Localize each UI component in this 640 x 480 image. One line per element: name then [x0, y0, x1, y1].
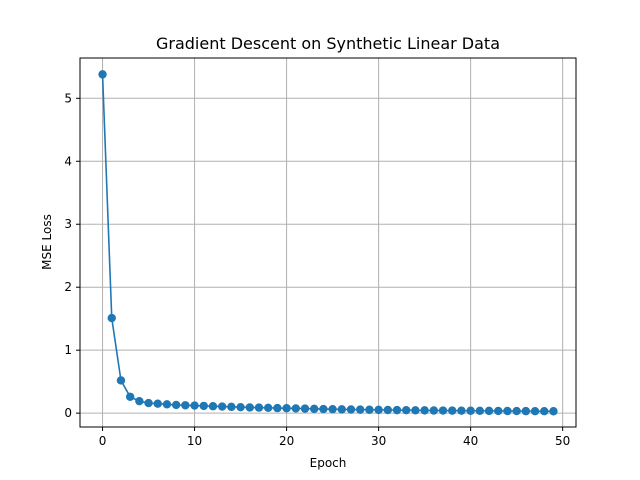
x-tick-label: 10	[187, 434, 202, 448]
data-point	[383, 405, 393, 415]
loss-line	[101, 74, 554, 413]
data-point	[125, 392, 135, 401]
data-point	[135, 396, 144, 406]
data-point	[466, 406, 475, 415]
y-tick-label: 2	[64, 280, 72, 294]
grid-lines	[80, 58, 576, 427]
data-point	[199, 401, 208, 411]
data-point	[429, 406, 439, 415]
data-point	[402, 405, 411, 415]
series-layer	[98, 70, 558, 416]
y-tick-label: 3	[64, 217, 72, 231]
y-tick-label: 5	[64, 91, 72, 105]
data-point	[521, 406, 531, 416]
data-point	[328, 404, 337, 414]
data-point	[420, 406, 429, 415]
data-point	[98, 70, 107, 79]
data-point	[494, 406, 503, 416]
data-point	[263, 403, 273, 412]
data-point	[171, 400, 181, 410]
data-point	[107, 313, 116, 323]
x-tick-label: 0	[99, 434, 107, 448]
x-axis-label: Epoch	[310, 456, 347, 470]
data-point	[309, 404, 319, 414]
data-point	[549, 407, 558, 416]
data-point	[530, 406, 540, 416]
data-point	[300, 404, 310, 413]
y-tick-label: 4	[64, 154, 72, 168]
y-tick-label: 0	[64, 406, 72, 420]
data-point	[273, 403, 282, 413]
data-point	[484, 406, 494, 416]
data-point	[438, 406, 448, 415]
data-point	[254, 403, 264, 412]
data-point	[512, 406, 521, 416]
data-point	[503, 406, 512, 416]
y-axis-label: MSE Loss	[40, 214, 54, 270]
data-point	[457, 406, 466, 415]
x-tick-label: 40	[463, 434, 478, 448]
data-point	[356, 405, 365, 414]
data-point	[282, 404, 291, 413]
data-point	[337, 405, 347, 414]
x-tick-label: 20	[279, 434, 294, 448]
data-point	[245, 403, 254, 412]
chart-title: Gradient Descent on Synthetic Linear Dat…	[156, 34, 500, 53]
data-point	[374, 405, 383, 415]
data-point	[540, 406, 549, 416]
y-tick-label: 1	[64, 343, 72, 357]
data-point	[291, 404, 300, 413]
data-point	[162, 400, 172, 409]
data-point	[448, 406, 457, 415]
data-point	[319, 404, 328, 414]
data-point	[236, 402, 245, 412]
data-point	[181, 401, 190, 410]
data-point	[144, 398, 153, 408]
data-point	[411, 406, 420, 415]
data-point	[392, 405, 402, 415]
data-point	[208, 402, 218, 411]
x-tick-label: 50	[555, 434, 570, 448]
data-point	[116, 376, 126, 385]
x-tick-label: 30	[371, 434, 386, 448]
data-point	[190, 401, 199, 410]
axis-ticks: 0 10 20 30 40 50 0 1 2 3 4 5	[64, 91, 570, 448]
data-point	[365, 405, 374, 414]
data-point	[475, 406, 485, 416]
data-point	[227, 402, 236, 412]
plot-frame	[79, 57, 577, 428]
data-point	[153, 399, 162, 408]
data-point	[346, 405, 356, 414]
data-point	[217, 402, 227, 411]
